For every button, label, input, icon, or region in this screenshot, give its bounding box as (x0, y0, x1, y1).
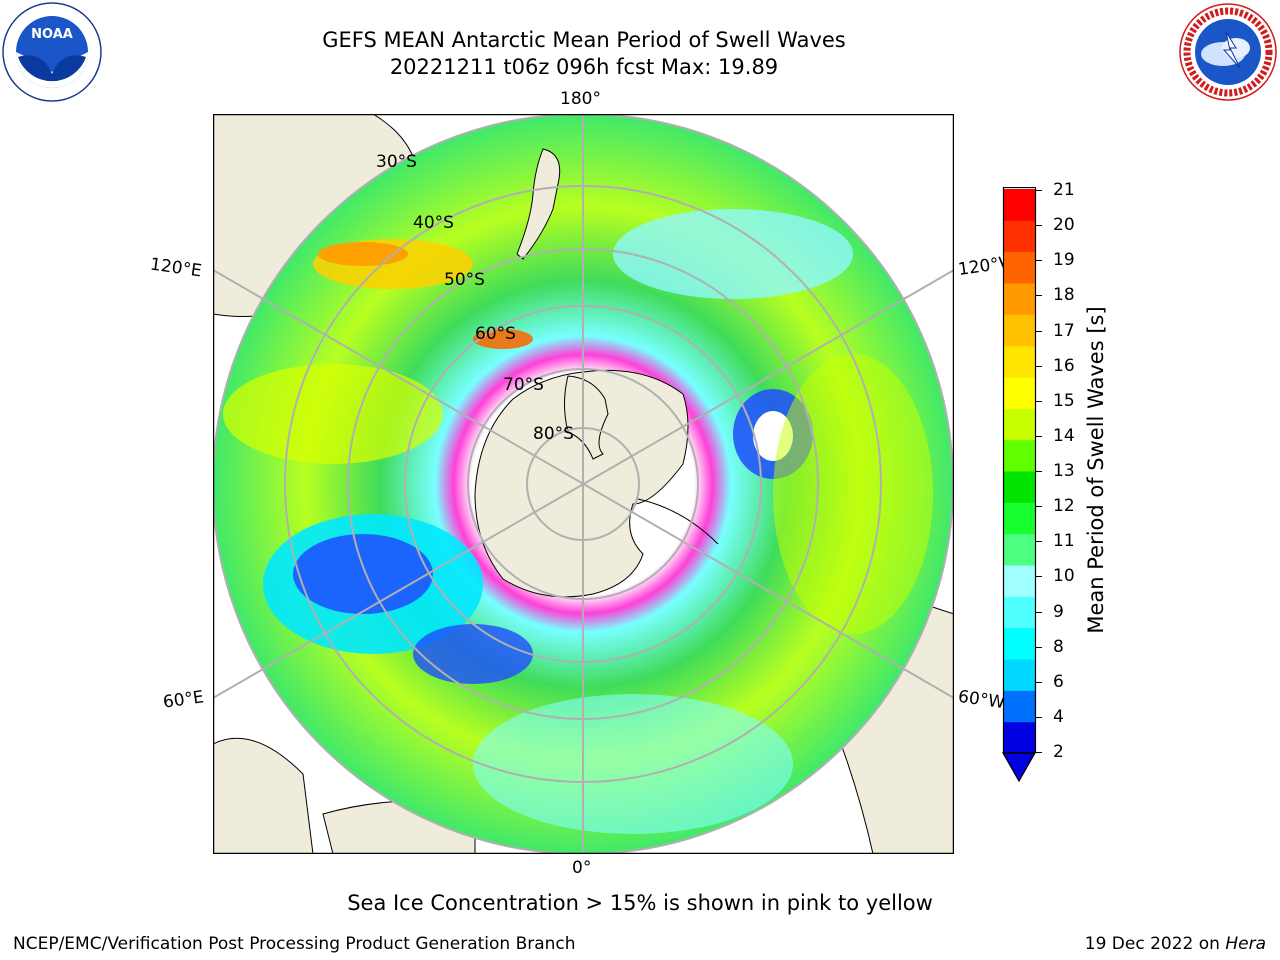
colorbar-tick-mark (1036, 716, 1042, 718)
latitude-label-60s: 60°S (475, 324, 516, 344)
map-title: GEFS MEAN Antarctic Mean Period of Swell… (322, 28, 846, 52)
colorbar-tick-label: 15 (1053, 390, 1075, 411)
colorbar-tick-mark (1036, 646, 1042, 648)
colorbar-tick-label: 14 (1053, 425, 1075, 446)
colorbar-tick-mark (1036, 752, 1042, 753)
meridian-label-bottom: 0° (572, 858, 592, 878)
colorbar-tick-label: 6 (1053, 671, 1064, 692)
latitude-label-50s: 50°S (444, 270, 485, 290)
svg-text:NOAA: NOAA (31, 27, 73, 42)
colorbar-tick-mark (1036, 611, 1042, 613)
colorbar-swatch (1004, 189, 1035, 221)
colorbar-tick-mark (1036, 365, 1042, 367)
noaa-logo: NOAA (2, 2, 102, 102)
colorbar-tick-label: 9 (1053, 601, 1064, 622)
colorbar-tick-mark (1036, 506, 1042, 508)
colorbar-tick-label: 20 (1053, 215, 1075, 236)
colorbar-tick-mark (1036, 541, 1042, 543)
colorbar-swatch (1004, 627, 1035, 660)
colorbar-tick-mark (1036, 295, 1042, 297)
colorbar-swatch (1004, 596, 1035, 629)
colorbar-tick-mark (1036, 225, 1042, 227)
colorbar-tick-mark (1036, 190, 1042, 191)
colorbar-swatch (1004, 345, 1035, 378)
meridian-label-top: 180° (560, 89, 601, 109)
colorbar-swatch (1004, 721, 1035, 754)
colorbar-swatch (1004, 408, 1035, 441)
colorbar-swatch (1004, 565, 1035, 597)
footer-producer: NCEP/EMC/Verification Post Processing Pr… (13, 934, 576, 954)
colorbar-swatch (1004, 690, 1035, 723)
colorbar-swatch (1004, 659, 1035, 691)
colorbar-tick-label: 10 (1053, 566, 1075, 587)
polar-map-canvas (212, 113, 955, 855)
meridian-label-lower-right: 60°W (956, 686, 1007, 714)
colorbar-tick-label: 13 (1053, 461, 1075, 481)
colorbar-tick-label: 2 (1053, 742, 1064, 762)
latitude-label-30s: 30°S (376, 152, 417, 172)
colorbar-swatch (1004, 251, 1035, 284)
colorbar-tick-label: 18 (1053, 285, 1075, 306)
latitude-label-80s: 80°S (533, 424, 574, 444)
colorbar-swatch (1004, 377, 1035, 409)
colorbar-tick-label: 16 (1053, 355, 1075, 376)
colorbar-swatch (1004, 283, 1035, 315)
colorbar-swatch (1004, 533, 1035, 566)
latitude-label-70s: 70°S (503, 375, 544, 395)
colorbar-tick-mark (1036, 330, 1042, 332)
footer-date: 19 Dec 2022 on Hera (1085, 934, 1266, 954)
colorbar-swatch (1004, 471, 1035, 503)
colorbar-tick-label: 4 (1053, 706, 1064, 727)
colorbar-swatch (1004, 220, 1035, 253)
colorbar-tick-label: 12 (1053, 496, 1075, 517)
polar-map (212, 113, 955, 855)
colorbar-tick-label: 17 (1053, 320, 1075, 341)
footer-date-text: 19 Dec 2022 on (1084, 934, 1226, 954)
colorbar-tick-mark (1036, 681, 1042, 683)
colorbar-tick-mark (1036, 260, 1042, 262)
colorbar (1000, 186, 1040, 787)
colorbar-tick-label: 19 (1053, 250, 1075, 271)
colorbar-swatch (1004, 439, 1035, 472)
colorbar-tick-mark (1036, 435, 1042, 437)
colorbar-swatches (1001, 186, 1037, 783)
colorbar-tick-label: 11 (1053, 531, 1075, 552)
latitude-label-40s: 40°S (413, 213, 454, 233)
sea-ice-caption: Sea Ice Concentration > 15% is shown in … (347, 891, 933, 915)
nws-logo (1178, 2, 1278, 102)
meridian-label-upper-left: 120°E (148, 254, 203, 282)
colorbar-tick-mark (1036, 471, 1042, 472)
colorbar-tick-mark (1036, 400, 1042, 402)
meridian-label-lower-left: 60°E (161, 687, 206, 713)
map-subtitle: 20221211 t06z 096h fcst Max: 19.89 (389, 55, 779, 79)
colorbar-tick-label: 8 (1053, 636, 1064, 657)
colorbar-swatch (1004, 314, 1035, 347)
colorbar-tick-mark (1036, 576, 1042, 578)
footer-host: Hera (1225, 934, 1266, 954)
colorbar-label: Mean Period of Swell Waves [s] (1084, 306, 1108, 634)
colorbar-swatch (1004, 502, 1035, 535)
colorbar-tick-label: 21 (1053, 180, 1075, 200)
